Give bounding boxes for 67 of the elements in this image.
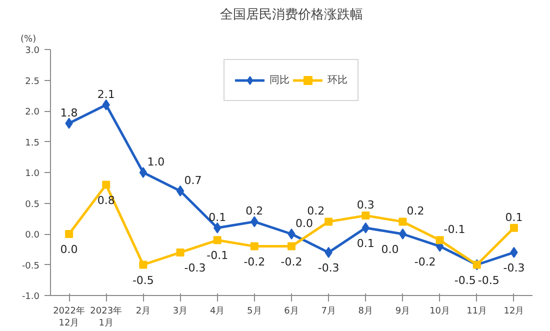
data-label: -0.2 xyxy=(414,255,436,268)
x-tick-label: 12月 xyxy=(504,306,524,316)
data-label: 0.0 xyxy=(296,217,313,230)
point xyxy=(398,228,407,240)
data-label: -0.5 xyxy=(454,274,476,287)
data-label: 0.2 xyxy=(246,204,264,218)
data-label: 0.2 xyxy=(307,204,325,218)
point xyxy=(288,242,296,250)
data-label: 2.1 xyxy=(97,88,115,101)
data-label: 0.3 xyxy=(356,198,374,212)
data-label: -0.2 xyxy=(244,255,266,268)
data-label: 0.0 xyxy=(60,243,78,256)
data-label: -0.2 xyxy=(280,255,302,268)
point xyxy=(139,167,148,178)
y-tick-label: -1.0 xyxy=(22,292,40,302)
legend-label: 环比 xyxy=(328,74,348,87)
x-tick-label: 11月 xyxy=(466,306,488,316)
point xyxy=(324,218,333,226)
y-axis-title: (%) xyxy=(20,34,36,44)
x-tick-label: 2022年 12月 xyxy=(53,306,85,328)
point xyxy=(436,236,444,244)
data-label: 0.1 xyxy=(208,210,226,224)
data-label: -0.3 xyxy=(503,261,525,274)
point xyxy=(398,218,407,226)
data-label: -0.3 xyxy=(184,261,206,274)
data-label: 1.8 xyxy=(60,106,78,120)
y-tick-label: 0.0 xyxy=(25,230,40,240)
data-label: 0.1 xyxy=(505,210,523,224)
x-tick-label: 5月 xyxy=(247,306,262,316)
x-tick-label: 2月 xyxy=(136,306,151,316)
data-label: 0.2 xyxy=(406,204,424,218)
point xyxy=(250,242,258,250)
point xyxy=(176,248,184,256)
x-tick-label: 3月 xyxy=(172,306,188,316)
point xyxy=(288,228,296,240)
data-label: -0.5 xyxy=(478,274,500,287)
y-tick-label: 3.0 xyxy=(25,46,40,56)
y-tick-label: 2.0 xyxy=(25,108,40,118)
data-label: 0.7 xyxy=(184,174,202,187)
point xyxy=(510,224,518,232)
point xyxy=(176,185,184,196)
x-tick-label: 2023年 1月 xyxy=(90,306,122,328)
x-tick-label: 6月 xyxy=(284,306,299,316)
y-tick-label: 2.5 xyxy=(25,76,40,87)
y-tick-label: 0.5 xyxy=(25,200,40,210)
data-label: 0.1 xyxy=(356,236,374,250)
x-tick-label: 9月 xyxy=(395,306,410,316)
data-label: -0.1 xyxy=(206,249,228,262)
x-tick-label: 4月 xyxy=(210,306,225,316)
data-label: -0.3 xyxy=(318,261,340,274)
data-label: -0.1 xyxy=(444,223,466,236)
y-tick-label: 1.5 xyxy=(25,138,40,148)
legend-label: 同比 xyxy=(270,74,290,87)
data-label: 1.0 xyxy=(147,156,165,168)
x-tick-label: 7月 xyxy=(321,306,336,316)
point xyxy=(362,212,370,220)
point xyxy=(213,236,222,244)
point xyxy=(102,180,110,189)
y-tick-label: 1.0 xyxy=(25,169,40,179)
x-tick-label: 8月 xyxy=(358,306,374,316)
data-label: 0.0 xyxy=(381,243,399,256)
data-label: -0.5 xyxy=(132,274,154,287)
x-tick-label: 10月 xyxy=(430,306,450,316)
y-tick-label: -0.5 xyxy=(22,261,40,272)
point xyxy=(139,260,148,269)
chart-title: 全国居民消费价格涨跌幅 xyxy=(220,8,363,22)
point xyxy=(65,230,74,238)
